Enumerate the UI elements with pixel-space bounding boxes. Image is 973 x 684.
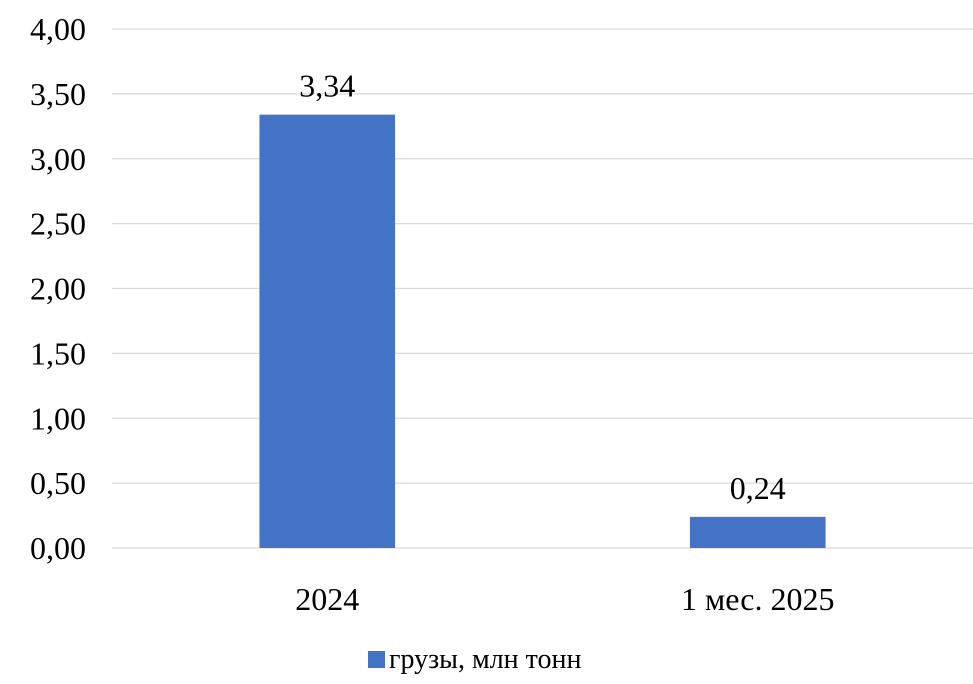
bar: [259, 114, 396, 548]
data-label: 0,24: [730, 470, 786, 506]
y-tick-label: 0,50: [30, 465, 86, 501]
y-tick-label: 1,50: [30, 335, 86, 371]
legend: грузы, млн тонн: [368, 644, 582, 675]
legend-label: грузы, млн тонн: [389, 644, 582, 675]
data-labels: 3,34 0,24: [299, 68, 786, 506]
y-tick-label: 2,50: [30, 206, 86, 242]
legend-swatch: [368, 651, 385, 668]
bar: [689, 516, 826, 548]
y-tick-label: 1,00: [30, 400, 86, 436]
x-tick-label: 1 мес. 2025: [681, 581, 834, 617]
bars: [259, 114, 826, 548]
y-tick-label: 3,50: [30, 76, 86, 112]
x-tick-label: 2024: [295, 581, 359, 617]
y-axis-tick-labels: 0,00 0,50 1,00 1,50 2,00 2,50 3,00 3,50 4,00: [30, 11, 86, 566]
y-tick-label: 0,00: [30, 530, 86, 566]
x-axis-tick-labels: 2024 1 мес. 2025: [295, 581, 834, 617]
y-tick-label: 3,00: [30, 141, 86, 177]
gridlines: [112, 28, 973, 549]
y-tick-label: 4,00: [30, 11, 86, 47]
data-label: 3,34: [299, 68, 355, 104]
y-tick-label: 2,00: [30, 271, 86, 307]
